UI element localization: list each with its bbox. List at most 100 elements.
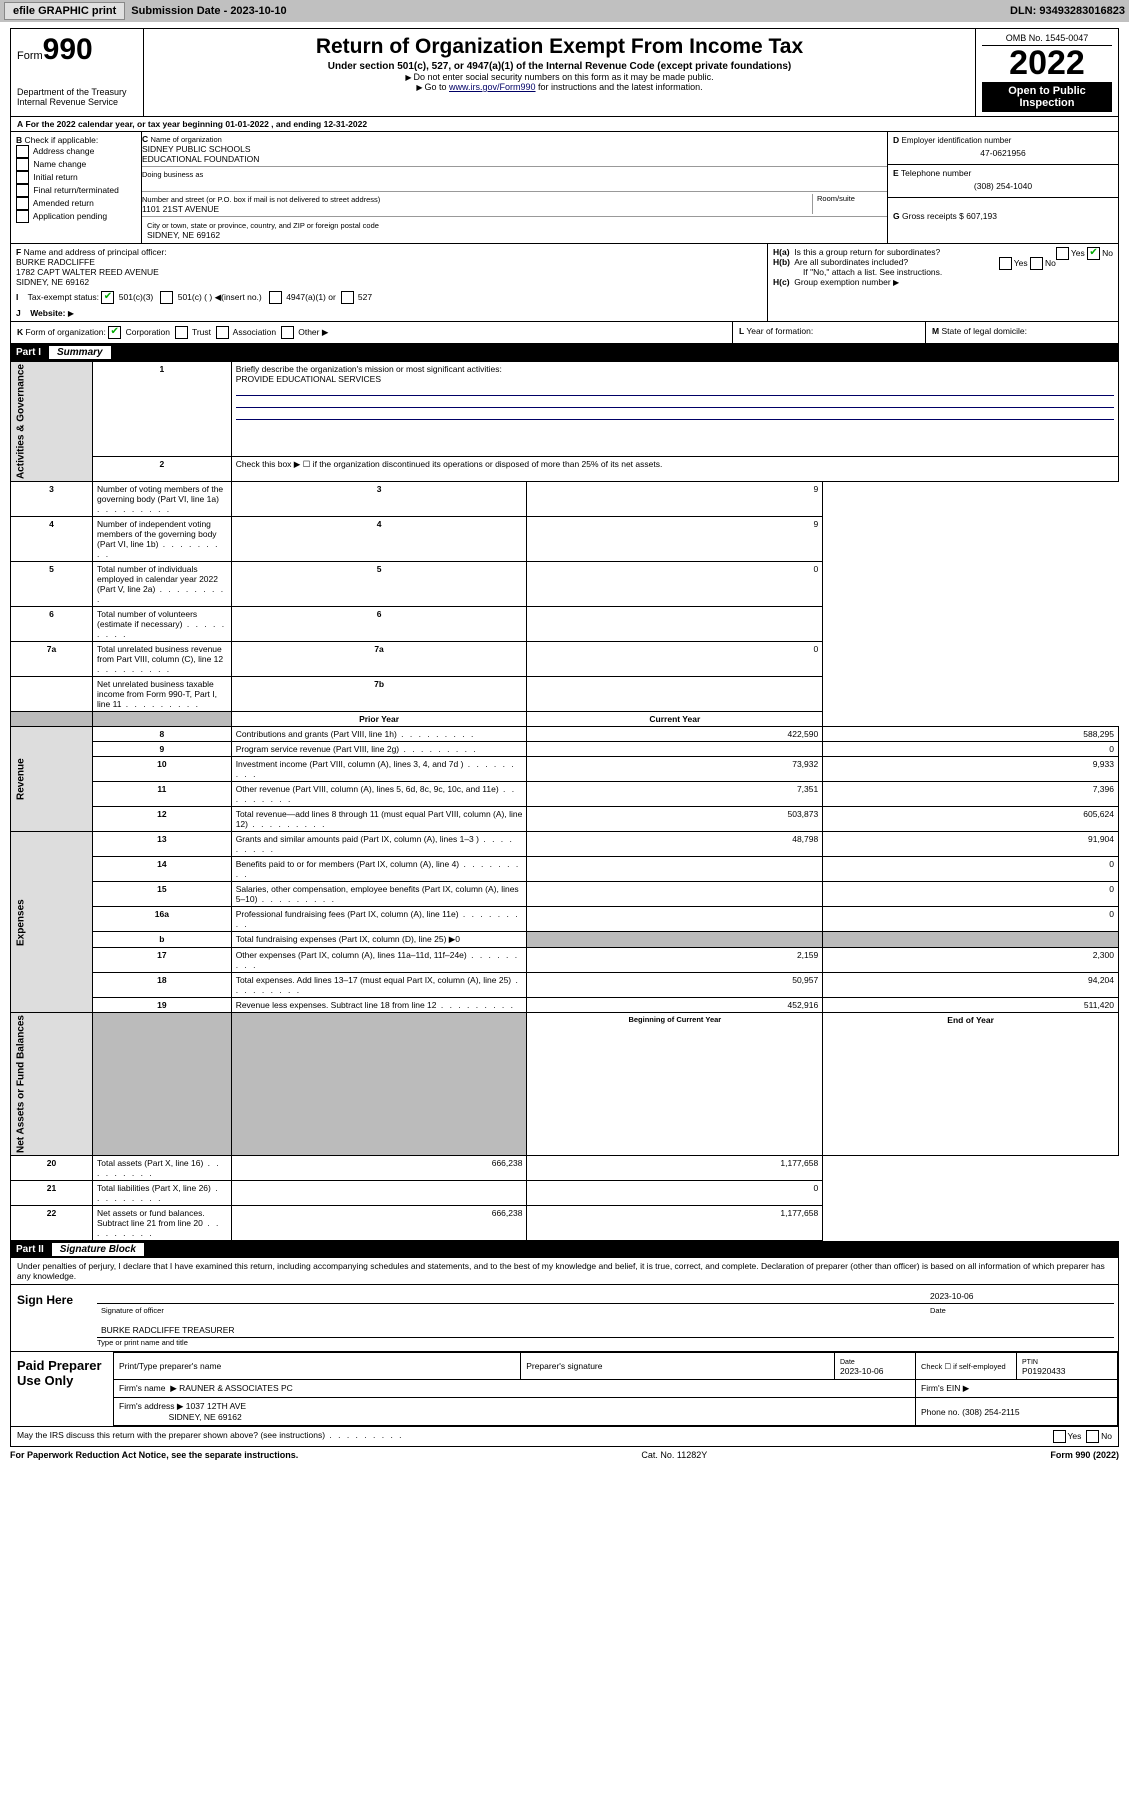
- k-opt-trust: Trust: [192, 327, 211, 337]
- note-link: Go to www.irs.gov/Form990 for instructio…: [150, 82, 969, 92]
- q1-value: PROVIDE EDUCATIONAL SERVICES: [236, 374, 381, 384]
- hc-label: Group exemption number: [794, 277, 890, 287]
- firm-addr2: SIDNEY, NE 69162: [169, 1412, 242, 1422]
- k-corp[interactable]: [108, 326, 121, 339]
- firm-label: Firm's name: [119, 1383, 166, 1393]
- line-a-text: For the 2022 calendar year, or tax year …: [26, 119, 368, 129]
- website-label: Website:: [30, 308, 65, 318]
- may-discuss: May the IRS discuss this return with the…: [10, 1427, 1119, 1447]
- hb-note: If "No," attach a list. See instructions…: [773, 267, 1113, 277]
- cb-4947[interactable]: [269, 291, 282, 304]
- k-other[interactable]: [281, 326, 294, 339]
- hb-no[interactable]: [1030, 257, 1043, 270]
- paid-preparer: Paid Preparer Use Only Print/Type prepar…: [10, 1352, 1119, 1427]
- hb-label: Are all subordinates included?: [794, 257, 908, 267]
- open-inspection: Open to Public Inspection: [982, 82, 1112, 112]
- officer-addr1: 1782 CAPT WALTER REED AVENUE: [16, 267, 159, 277]
- section-b: B Check if applicable: Address change Na…: [11, 132, 142, 243]
- hb-yes[interactable]: [999, 257, 1012, 270]
- summary-table: Activities & Governance 1 Briefly descri…: [10, 361, 1119, 1241]
- vtab-governance: Activities & Governance: [11, 362, 93, 482]
- ftr-left: For Paperwork Reduction Act Notice, see …: [10, 1450, 298, 1460]
- part1-header: Part ISummary: [10, 344, 1119, 361]
- c-name-label: Name of organization: [151, 135, 222, 144]
- ftr-cat: Cat. No. 11282Y: [641, 1450, 707, 1460]
- paid-label: Paid Preparer Use Only: [11, 1352, 113, 1426]
- form-number: 990: [43, 33, 93, 66]
- org-address: 1101 21ST AVENUE: [142, 204, 219, 214]
- irs-link[interactable]: www.irs.gov/Form990: [449, 82, 536, 92]
- b-header: Check if applicable:: [25, 135, 99, 145]
- officer-name: BURKE RADCLIFFE: [16, 257, 95, 267]
- col-prior: Prior Year: [231, 712, 527, 727]
- k-trust[interactable]: [175, 326, 188, 339]
- ha-no[interactable]: [1087, 247, 1100, 260]
- firm-phone: Phone no. (308) 254-2115: [916, 1398, 1118, 1426]
- prep-date: 2023-10-06: [840, 1366, 883, 1376]
- k-assoc[interactable]: [216, 326, 229, 339]
- section-deg: D Employer identification number 47-0621…: [888, 132, 1118, 243]
- top-bar: efile GRAPHIC print Submission Date - 20…: [0, 0, 1129, 22]
- ptin-value: P01920433: [1022, 1366, 1066, 1376]
- cb-501c3[interactable]: [101, 291, 114, 304]
- b-checkbox[interactable]: [16, 171, 29, 184]
- opt-527: 527: [358, 292, 372, 302]
- phone-label: Telephone number: [901, 168, 971, 178]
- footer: For Paperwork Reduction Act Notice, see …: [10, 1447, 1119, 1463]
- tax-year: 2022: [982, 46, 1112, 80]
- form-subtitle: Under section 501(c), 527, or 4947(a)(1)…: [150, 61, 969, 72]
- sign-date: 2023-10-06: [926, 1289, 1114, 1303]
- firm-name: RAUNER & ASSOCIATES PC: [179, 1383, 293, 1393]
- q1-label: Briefly describe the organization's miss…: [236, 364, 502, 374]
- section-c: C Name of organization SIDNEY PUBLIC SCH…: [142, 132, 888, 243]
- tax-status-label: Tax-exempt status:: [28, 292, 99, 302]
- sign-block: Sign Here 2023-10-06 Signature of office…: [10, 1285, 1119, 1352]
- ein-label: Employer identification number: [902, 136, 1012, 145]
- may-yes[interactable]: [1053, 1430, 1066, 1443]
- opt-insert: (insert no.): [221, 292, 262, 302]
- may-text: May the IRS discuss this return with the…: [17, 1430, 404, 1443]
- ptin-label: PTIN: [1022, 1359, 1038, 1366]
- dept-label: Department of the Treasury: [17, 87, 137, 97]
- b-checkbox[interactable]: [16, 184, 29, 197]
- note-ssn: Do not enter social security numbers on …: [150, 72, 969, 82]
- opt-501c3: 501(c)(3): [119, 292, 153, 302]
- prep-selfemp: Check ☐ if self-employed: [916, 1353, 1017, 1380]
- officer-addr2: SIDNEY, NE 69162: [16, 277, 89, 287]
- k-opt-corp: Corporation: [126, 327, 170, 337]
- may-no[interactable]: [1086, 1430, 1099, 1443]
- irs-label: Internal Revenue Service: [17, 97, 137, 107]
- org-name-1: SIDNEY PUBLIC SCHOOLS: [142, 144, 251, 154]
- cb-527[interactable]: [341, 291, 354, 304]
- opt-4947: 4947(a)(1) or: [286, 292, 336, 302]
- b-checkbox[interactable]: [16, 210, 29, 223]
- dln: DLN: 93493283016823: [1010, 5, 1125, 17]
- prep-sig-label: Preparer's signature: [521, 1353, 835, 1380]
- signer-title-label: Type or print name and title: [97, 1338, 1114, 1347]
- ein-label2: Firm's EIN: [921, 1383, 960, 1393]
- col-begin: Beginning of Current Year: [527, 1013, 823, 1156]
- room-label: Room/suite: [812, 194, 887, 214]
- ha-yes[interactable]: [1056, 247, 1069, 260]
- part2-title: Signature Block: [52, 1243, 144, 1256]
- ein-value: 47-0621956: [893, 145, 1113, 161]
- vtab-net: Net Assets or Fund Balances: [11, 1013, 93, 1156]
- efile-print-button[interactable]: efile GRAPHIC print: [4, 2, 125, 20]
- officer-label: Name and address of principal officer:: [24, 247, 167, 257]
- k-opt-other: Other: [298, 327, 319, 337]
- b-checkbox[interactable]: [16, 145, 29, 158]
- gross-label: Gross receipts $: [902, 211, 964, 221]
- b-checkbox[interactable]: [16, 197, 29, 210]
- l-label: Year of formation:: [746, 326, 813, 336]
- col-current: Current Year: [527, 712, 823, 727]
- form-header: Form990 Department of the Treasury Inter…: [10, 28, 1119, 117]
- sign-label: Sign Here: [11, 1285, 93, 1351]
- part1-title: Summary: [49, 346, 111, 359]
- gross-value: 607,193: [966, 211, 997, 221]
- org-name-2: EDUCATIONAL FOUNDATION: [142, 154, 259, 164]
- prep-name-label: Print/Type preparer's name: [114, 1353, 521, 1380]
- declaration: Under penalties of perjury, I declare th…: [10, 1258, 1119, 1285]
- cb-501c[interactable]: [160, 291, 173, 304]
- b-checkbox[interactable]: [16, 158, 29, 171]
- submission-date: Submission Date - 2023-10-10: [131, 5, 286, 17]
